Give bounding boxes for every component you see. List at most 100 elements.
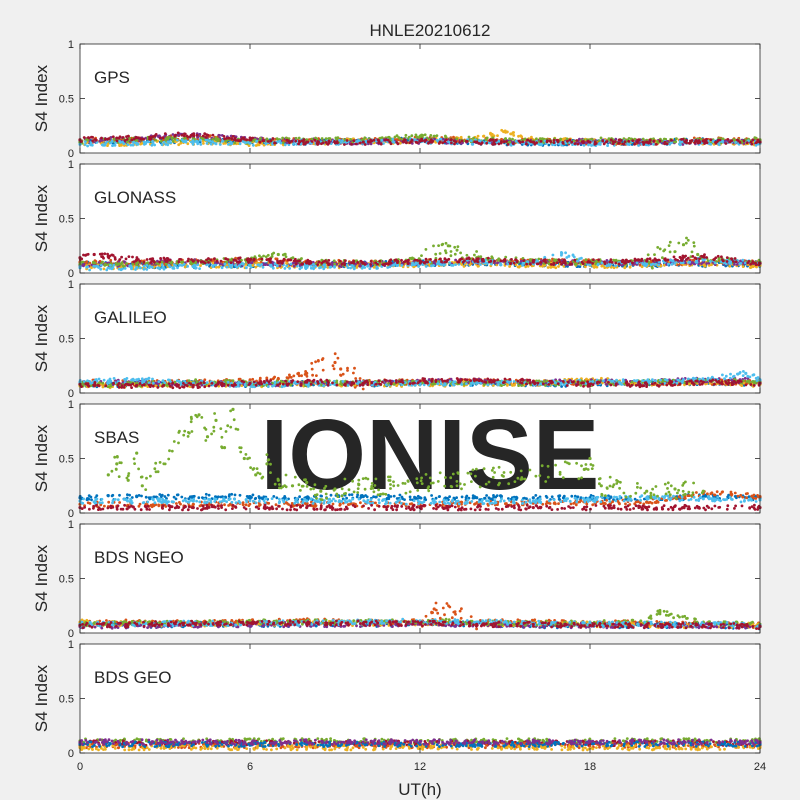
data-point bbox=[92, 264, 96, 268]
data-point bbox=[617, 262, 621, 266]
data-point bbox=[159, 257, 163, 260]
data-point bbox=[396, 142, 400, 146]
data-point bbox=[256, 263, 260, 267]
data-point bbox=[369, 260, 373, 263]
data-point bbox=[560, 251, 564, 255]
data-point bbox=[333, 140, 336, 143]
data-point bbox=[176, 138, 179, 142]
data-point bbox=[701, 255, 705, 259]
data-point bbox=[508, 265, 511, 268]
data-point bbox=[256, 143, 260, 147]
data-point bbox=[406, 262, 410, 266]
data-point bbox=[588, 260, 592, 264]
data-point bbox=[661, 256, 664, 260]
data-point bbox=[316, 143, 320, 146]
data-point bbox=[734, 141, 738, 144]
data-point bbox=[448, 261, 451, 265]
data-point bbox=[591, 262, 594, 265]
data-point bbox=[624, 261, 628, 265]
data-point bbox=[135, 262, 139, 266]
data-point bbox=[157, 134, 161, 138]
data-point bbox=[238, 139, 242, 143]
data-point bbox=[333, 265, 336, 268]
data-point bbox=[663, 248, 667, 252]
data-point bbox=[750, 142, 754, 146]
data-point bbox=[524, 142, 528, 146]
data-point bbox=[215, 259, 219, 263]
data-point bbox=[641, 140, 645, 144]
data-point bbox=[692, 241, 696, 245]
data-point bbox=[135, 136, 139, 140]
data-point bbox=[198, 132, 202, 136]
data-point bbox=[119, 268, 123, 272]
data-point bbox=[721, 137, 724, 141]
data-point bbox=[245, 258, 249, 261]
data-point bbox=[687, 141, 691, 145]
data-point bbox=[142, 260, 146, 264]
data-point bbox=[536, 262, 540, 266]
data-point bbox=[110, 139, 114, 143]
data-point bbox=[654, 142, 658, 146]
data-point bbox=[131, 255, 134, 259]
data-point bbox=[505, 140, 508, 143]
data-point bbox=[195, 139, 199, 143]
data-point bbox=[628, 265, 632, 269]
data-point bbox=[445, 138, 448, 142]
data-point bbox=[377, 141, 381, 145]
data-point bbox=[414, 133, 418, 137]
data-point bbox=[86, 144, 89, 148]
data-point bbox=[506, 143, 510, 146]
data-point bbox=[591, 258, 595, 261]
data-point bbox=[350, 142, 353, 146]
data-point bbox=[103, 252, 107, 256]
data-point bbox=[546, 266, 550, 269]
data-point bbox=[617, 142, 620, 145]
data-point bbox=[379, 142, 383, 146]
data-point bbox=[328, 262, 331, 266]
data-point bbox=[654, 262, 657, 266]
data-point bbox=[494, 138, 497, 142]
plot-area bbox=[80, 164, 760, 273]
data-point bbox=[272, 251, 276, 255]
data-point bbox=[196, 263, 200, 267]
data-point bbox=[201, 137, 205, 141]
data-point bbox=[298, 259, 301, 263]
data-point bbox=[454, 263, 457, 266]
data-point bbox=[128, 265, 132, 268]
data-point bbox=[123, 267, 127, 270]
data-point bbox=[344, 259, 347, 262]
data-point bbox=[400, 264, 404, 267]
data-point bbox=[496, 134, 499, 138]
data-point bbox=[81, 260, 85, 264]
data-point bbox=[561, 141, 565, 145]
data-point bbox=[109, 258, 113, 262]
data-point bbox=[456, 260, 459, 264]
data-point bbox=[383, 262, 386, 266]
data-point bbox=[733, 263, 736, 266]
data-point bbox=[705, 256, 708, 259]
data-point bbox=[635, 261, 639, 265]
data-point bbox=[310, 140, 314, 143]
data-point bbox=[429, 134, 433, 137]
data-point bbox=[187, 257, 190, 261]
data-point bbox=[705, 137, 708, 141]
data-point bbox=[491, 256, 494, 260]
data-point bbox=[188, 135, 192, 139]
data-point bbox=[715, 140, 719, 144]
data-point bbox=[603, 260, 606, 264]
data-point bbox=[503, 129, 507, 133]
data-point bbox=[475, 140, 479, 144]
data-point bbox=[99, 264, 103, 267]
data-point bbox=[697, 139, 701, 142]
data-point bbox=[205, 142, 209, 145]
data-point bbox=[158, 267, 162, 271]
data-point bbox=[230, 142, 234, 145]
data-point bbox=[369, 263, 373, 266]
data-point bbox=[113, 257, 117, 261]
data-point bbox=[266, 140, 270, 143]
data-point bbox=[517, 134, 520, 138]
data-point bbox=[214, 137, 218, 141]
data-point bbox=[121, 136, 125, 139]
data-point bbox=[529, 262, 532, 266]
